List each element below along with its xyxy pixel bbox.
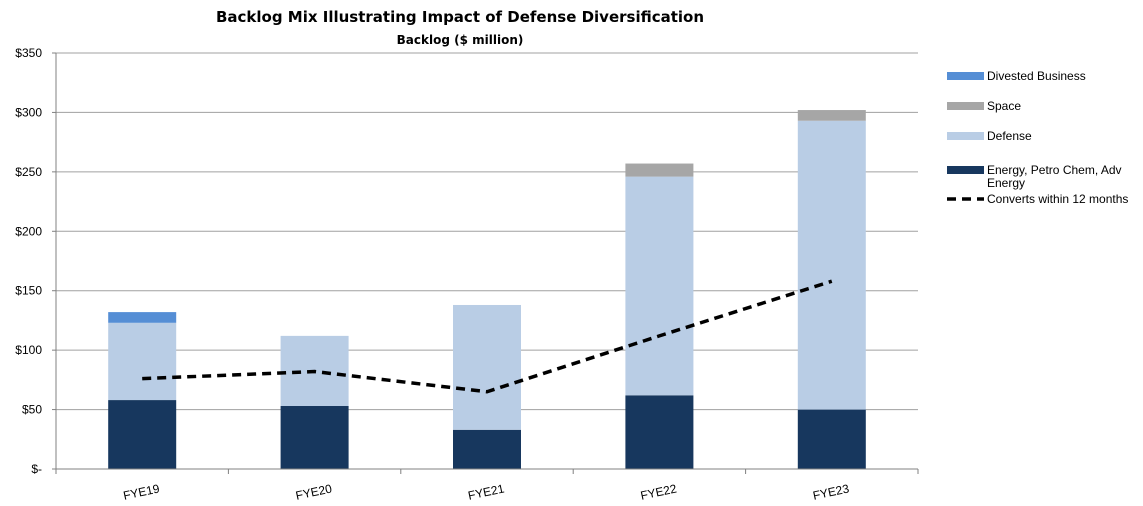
x-axis-ticks: FYE19 FYE20 FYE21 FYE22 FYE23 [55, 469, 919, 503]
legend-label: Energy, Petro Chem, Adv [987, 163, 1122, 177]
legend-label: Converts within 12 months [987, 192, 1128, 206]
legend-swatch [947, 72, 984, 80]
legend-label: Energy [987, 176, 1025, 190]
legend: Divested Business Space Defense Energy, Pet… [947, 69, 1128, 206]
bar-segment [625, 395, 694, 469]
y-axis-ticks: $- $50 $100 $150 $200 $250 $300 $350 [15, 46, 56, 476]
x-tick-label: FYE21 [467, 481, 506, 502]
x-tick-label: FYE19 [122, 481, 161, 502]
x-tick-label: FYE20 [294, 481, 333, 502]
bar-segment [108, 400, 177, 469]
bar-segment [280, 406, 349, 469]
legend-label: Space [987, 99, 1021, 113]
legend-swatch [947, 102, 984, 110]
bar-segment [108, 312, 177, 323]
legend-swatch [947, 166, 984, 174]
chart-subtitle: Backlog ($ million) [397, 33, 524, 47]
converts-line [142, 279, 833, 394]
y-tick-label: $250 [15, 165, 42, 179]
x-tick-label: FYE23 [812, 481, 851, 502]
y-tick-label: $200 [15, 224, 42, 238]
axes [55, 53, 918, 470]
chart-title: Backlog Mix Illustrating Impact of Defen… [216, 8, 704, 26]
y-tick-label: $350 [15, 46, 42, 60]
y-tick-label: $50 [22, 403, 42, 417]
y-tick-label: $300 [15, 105, 42, 119]
bar-segment [797, 409, 866, 469]
legend-label: Defense [987, 129, 1032, 143]
bar-segment [797, 110, 866, 121]
y-tick-label: $- [31, 462, 42, 476]
x-tick-label: FYE22 [639, 481, 678, 502]
bar-segment [625, 176, 694, 396]
bars [108, 110, 866, 469]
bar-segment [797, 120, 866, 410]
bar-segment [453, 429, 521, 469]
bar-segment [625, 163, 694, 177]
bar-segment [453, 304, 521, 430]
legend-label: Divested Business [987, 69, 1086, 83]
y-tick-label: $100 [15, 343, 42, 357]
legend-swatch [947, 132, 984, 140]
bar-segment [108, 322, 177, 401]
y-tick-label: $150 [15, 284, 42, 298]
converts-line-path [142, 279, 833, 394]
gridlines [56, 52, 918, 411]
